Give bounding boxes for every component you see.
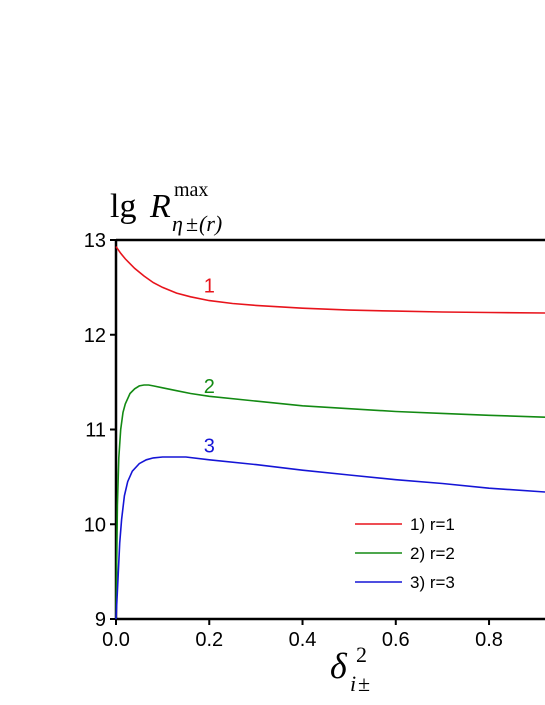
x-tick-label: 0.8: [475, 629, 503, 651]
series-group: [115, 246, 545, 620]
legend-entry-1: 1) r=1: [410, 515, 455, 534]
y-tick-label: 10: [84, 514, 106, 536]
y-axis-title-sub-pm: ±: [186, 211, 198, 236]
x-tick-label: 0.6: [382, 629, 410, 651]
curve-label-1: 1: [204, 275, 215, 297]
curve-label-2: 2: [204, 376, 215, 398]
y-tick-label: 9: [95, 609, 106, 631]
y-axis-title-prefix: lg: [110, 188, 136, 225]
x-axis-title-symbol: δ: [330, 646, 348, 686]
y-tick-label: 11: [85, 420, 106, 442]
series-line-1: [115, 246, 545, 314]
y-tick-label: 13: [84, 230, 106, 252]
x-axis-title-sub-pm: ±: [358, 671, 370, 696]
y-axis-title-sub-paren: (r): [199, 211, 222, 236]
series-line-2: [115, 384, 545, 620]
y-axis-title: lg R max η ± (r): [110, 179, 222, 236]
x-tick-label: 0.0: [102, 629, 130, 651]
x-axis-title: δ 2 i ±: [330, 642, 370, 696]
legend: 1) r=1 2) r=2 3) r=3: [355, 515, 455, 592]
y-tick-label: 12: [84, 325, 106, 347]
x-tick-label: 0.4: [289, 629, 317, 651]
legend-entry-2: 2) r=2: [410, 544, 455, 563]
y-axis-title-superscript: max: [174, 179, 208, 201]
series-line-3: [115, 456, 545, 620]
x-tick-label: 0.2: [195, 629, 223, 651]
y-axis-title-symbol: R: [149, 188, 171, 225]
y-axis-title-sub-greek: η: [172, 211, 183, 236]
x-axis-ticks: 0.0 0.2 0.4 0.6 0.8: [102, 619, 503, 651]
legend-entry-3: 3) r=3: [410, 573, 455, 592]
x-axis-title-sub-i: i: [350, 671, 356, 696]
y-axis-ticks: 9 10 11 12 13: [84, 230, 116, 631]
x-axis-title-superscript: 2: [356, 642, 367, 667]
curve-labels: 1 2 3: [204, 275, 215, 457]
curve-label-3: 3: [204, 436, 215, 458]
